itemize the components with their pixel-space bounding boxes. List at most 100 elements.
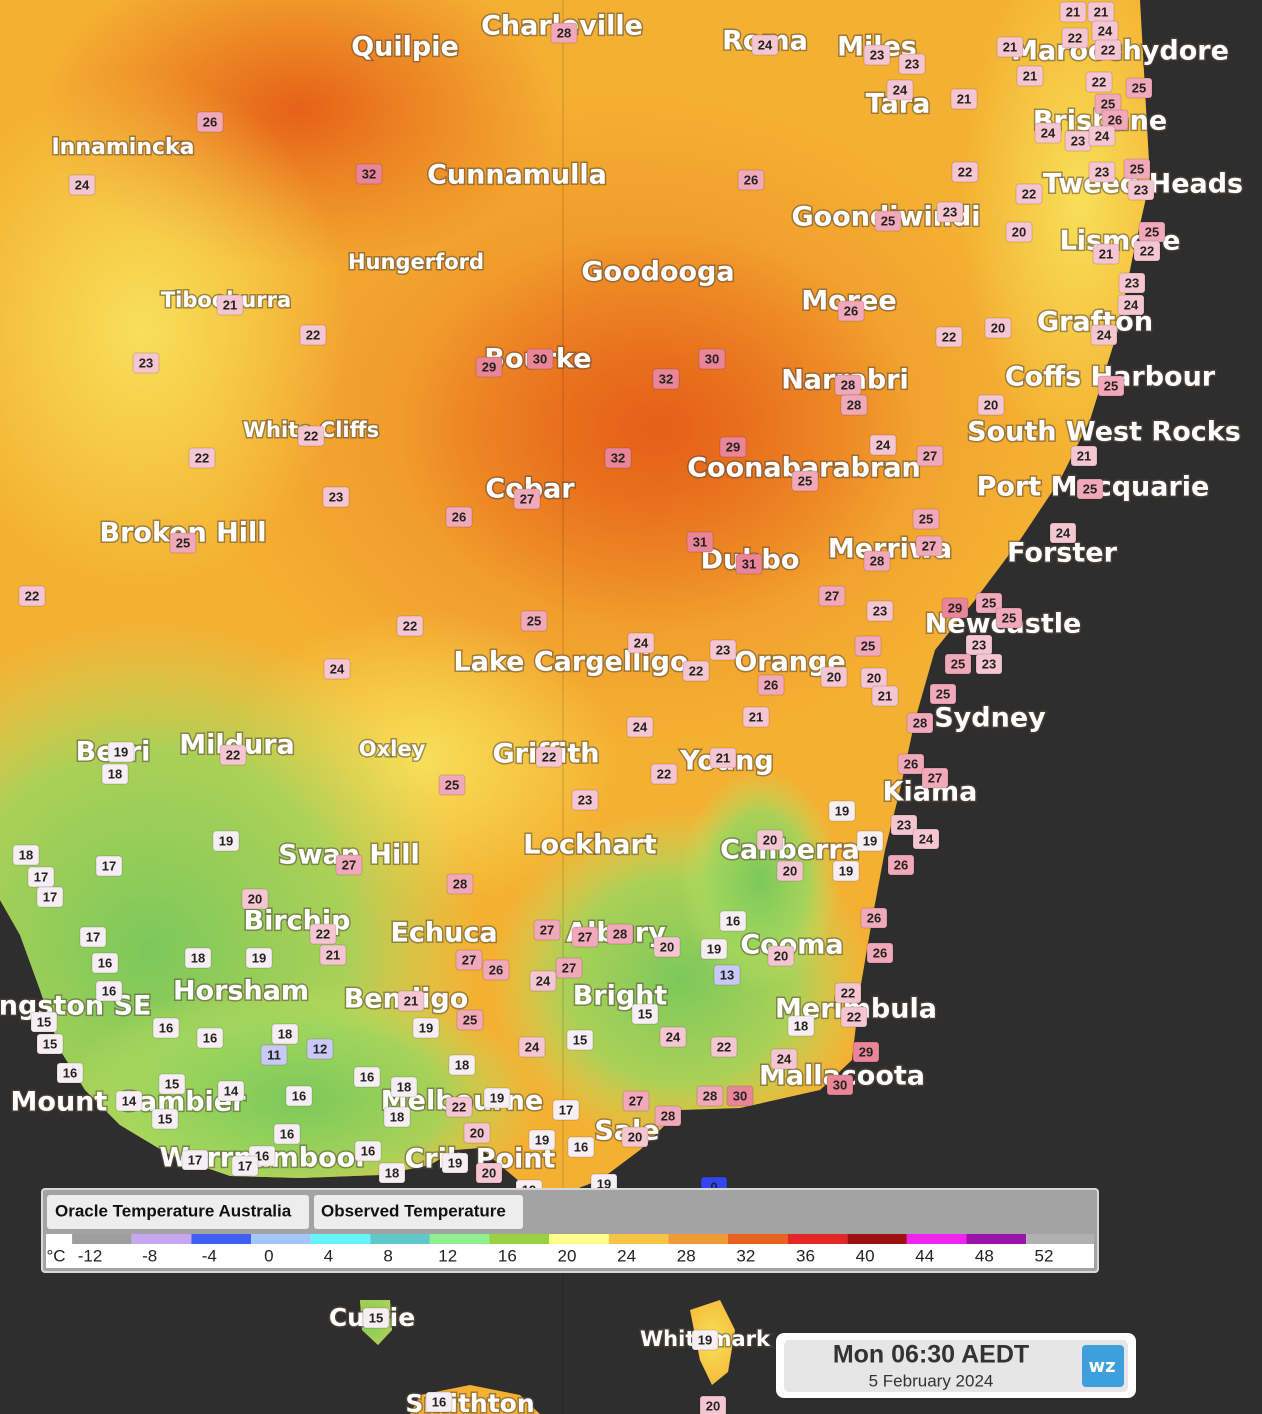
- station-marker: 25: [944, 653, 972, 675]
- station-temp: 32: [611, 451, 625, 466]
- place-name: Goodooga: [581, 257, 734, 288]
- station-marker: 23: [709, 639, 737, 661]
- station-marker: 19: [528, 1129, 556, 1151]
- station-temp: 20: [867, 671, 881, 686]
- station-temp: 18: [108, 767, 122, 782]
- station-temp: 27: [825, 589, 839, 604]
- station-temp: 29: [726, 440, 740, 455]
- station-temp: 25: [1002, 611, 1016, 626]
- station-temp: 22: [1092, 75, 1106, 90]
- station-badge: [834, 982, 862, 1004]
- legend-tab[interactable]: [314, 1195, 523, 1229]
- station-badge: [890, 814, 918, 836]
- station-badge: [533, 919, 561, 941]
- station-badge: [886, 79, 914, 101]
- station-marker: 21: [1092, 243, 1120, 265]
- station-badge: [309, 923, 337, 945]
- station-marker: 17: [79, 926, 107, 948]
- station-marker: 20: [776, 860, 804, 882]
- station-marker: 17: [552, 1099, 580, 1121]
- station-badge: [529, 970, 557, 992]
- station-badge: [115, 1090, 143, 1112]
- station-temp: 22: [25, 589, 39, 604]
- station-badge: [196, 1027, 224, 1049]
- scale-swatch: [250, 1234, 311, 1244]
- station-temp: 19: [707, 942, 721, 957]
- station-marker: 21: [950, 88, 978, 110]
- station-temp: 27: [342, 858, 356, 873]
- station-marker: 20: [767, 945, 795, 967]
- station-temp: 12: [313, 1042, 327, 1057]
- legend-tab[interactable]: [47, 1195, 309, 1229]
- station-badge: [791, 470, 819, 492]
- logo-badge[interactable]: [1082, 1345, 1124, 1387]
- station-badge: [1034, 122, 1062, 144]
- station-marker: 21: [1087, 1, 1115, 23]
- station-temp: 25: [951, 657, 965, 672]
- station-temp: 20: [763, 833, 777, 848]
- station-temp: 24: [75, 178, 90, 193]
- station-marker: 24: [659, 1026, 687, 1048]
- station-marker: 26: [897, 753, 925, 775]
- station-marker: 30: [698, 348, 726, 370]
- scale-swatch: [727, 1234, 788, 1244]
- scale-tick-label: -12: [78, 1246, 103, 1265]
- station-marker: 23: [1118, 272, 1146, 294]
- station-marker: 15: [631, 1003, 659, 1025]
- station-temp: 16: [255, 1149, 269, 1164]
- station-marker: 27: [921, 767, 949, 789]
- scale-swatch: [668, 1234, 728, 1244]
- station-badge: [152, 1017, 180, 1039]
- station-marker: 22: [219, 744, 247, 766]
- station-badge: [696, 1085, 724, 1107]
- station-temp: 21: [1023, 69, 1037, 84]
- station-marker: 20: [984, 317, 1012, 339]
- station-marker: 16: [91, 952, 119, 974]
- station-temp: 26: [894, 858, 908, 873]
- station-badge: [621, 1126, 649, 1148]
- station-temp: 23: [1134, 183, 1148, 198]
- station-badge: [1092, 243, 1120, 265]
- station-badge: [456, 1009, 484, 1031]
- station-badge: [91, 952, 119, 974]
- scale-tick-label: -8: [142, 1246, 157, 1265]
- station-temp: 17: [238, 1159, 252, 1174]
- station-temp: 25: [176, 536, 190, 551]
- station-marker: 23: [132, 352, 160, 374]
- station-marker: 22: [650, 763, 678, 785]
- station-badge: [36, 886, 64, 908]
- station-temp: 23: [716, 643, 730, 658]
- station-marker: 24: [1088, 125, 1116, 147]
- station-marker: 27: [335, 854, 363, 876]
- station-temp: 25: [1130, 162, 1144, 177]
- timestamp-date: 5 February 2024: [869, 1371, 994, 1390]
- station-marker: 16: [567, 1136, 595, 1158]
- station-temp: 16: [292, 1089, 306, 1104]
- station-temp: 22: [1022, 187, 1036, 202]
- scale-swatch: [131, 1234, 192, 1244]
- station-badge: [1059, 1, 1087, 23]
- station-marker: 14: [217, 1080, 245, 1102]
- station-badge: [654, 1105, 682, 1127]
- station-temp: 26: [489, 963, 503, 978]
- station-badge: [571, 926, 599, 948]
- station-badge: [828, 800, 856, 822]
- station-temp: 24: [634, 636, 649, 651]
- station-marker: 26: [837, 300, 865, 322]
- station-temp: 17: [43, 890, 57, 905]
- station-marker: 26: [757, 674, 785, 696]
- scale-tick-label: -4: [202, 1246, 217, 1265]
- station-temp: 31: [742, 557, 756, 572]
- station-badge: [691, 1329, 719, 1351]
- station-badge: [463, 1122, 491, 1144]
- station-marker: 22: [535, 746, 563, 768]
- station-marker: 15: [151, 1108, 179, 1130]
- station-badge: [354, 1140, 382, 1162]
- station-temp: 22: [657, 767, 671, 782]
- station-badge: [863, 44, 891, 66]
- station-temp: 23: [139, 356, 153, 371]
- station-temp: 18: [455, 1058, 469, 1073]
- station-badge: [535, 746, 563, 768]
- station-badge: [709, 747, 737, 769]
